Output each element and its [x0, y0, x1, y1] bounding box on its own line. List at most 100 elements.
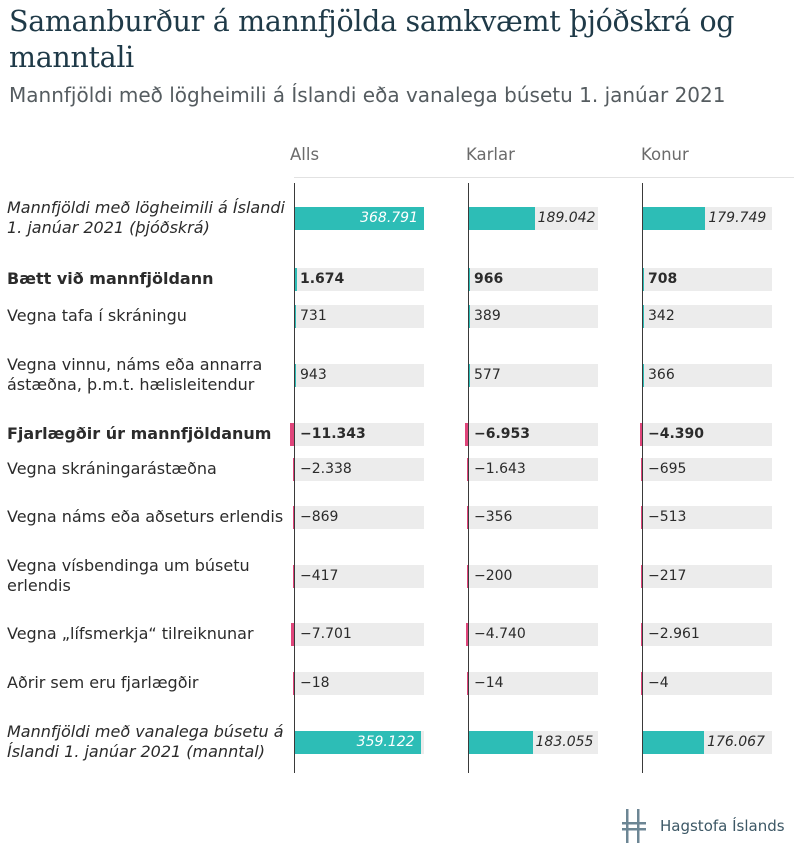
- row-label-4: Vegna vinnu, náms eða annarra ástæðna, þ…: [7, 355, 263, 394]
- hagstofa-logo-icon: [622, 809, 646, 843]
- value-label: −2.961: [648, 625, 700, 642]
- value-label: −200: [474, 567, 513, 584]
- column-header-2: Karlar: [466, 145, 515, 164]
- cell-bg: [468, 564, 598, 588]
- bar: [293, 671, 294, 695]
- bar: [640, 622, 642, 646]
- value-label: 389: [474, 307, 501, 324]
- value-label: −7.701: [300, 625, 352, 642]
- value-label: 359.122: [356, 733, 415, 750]
- bar: [468, 730, 533, 754]
- column-header-3: Konur: [641, 145, 689, 164]
- cell-bg: [294, 457, 424, 481]
- cell-bg: [468, 505, 598, 529]
- bar: [294, 206, 424, 230]
- value-label: 577: [474, 366, 501, 383]
- row-label-6: Vegna skráningarástæðna: [7, 459, 217, 478]
- cell-bg: [642, 267, 772, 291]
- column-axis-2: [468, 183, 469, 773]
- value-label: −4.740: [474, 625, 526, 642]
- value-label: 368.791: [360, 209, 418, 226]
- cell-bg: [642, 457, 772, 481]
- row-label-11: Mannfjöldi með vanalega búsetu á Íslandi…: [7, 722, 284, 761]
- cell-bg: [468, 422, 598, 446]
- column-header-1: Alls: [290, 145, 320, 164]
- cell-bg: [468, 622, 598, 646]
- cell-bg: [294, 363, 424, 387]
- bar: [289, 422, 294, 446]
- value-label: −4: [648, 674, 669, 691]
- cell-bg: [642, 505, 772, 529]
- row-label-2: Bætt við mannfjöldann: [7, 269, 214, 288]
- bar: [294, 730, 421, 754]
- bar: [641, 671, 642, 695]
- value-label: −695: [648, 460, 687, 477]
- row-label-1: Mannfjöldi með lögheimili á Íslandi 1. j…: [7, 198, 285, 237]
- value-label: 966: [474, 270, 504, 287]
- bar: [641, 564, 642, 588]
- bar: [641, 457, 642, 481]
- value-label: −14: [474, 674, 504, 691]
- bar: [642, 206, 706, 230]
- cell-bg: [468, 457, 598, 481]
- cell-bg: [642, 363, 772, 387]
- bar: [467, 671, 468, 695]
- value-label: 189.042: [537, 209, 596, 226]
- value-label: −4.390: [648, 425, 705, 442]
- bar: [290, 622, 294, 646]
- value-label: 943: [300, 366, 327, 383]
- logo-text: Hagstofa Íslands: [660, 817, 785, 835]
- value-label: 176.067: [707, 733, 765, 750]
- row-label-5: Fjarlægðir úr mannfjöldanum: [7, 424, 272, 443]
- row-label-9: Vegna „lífsmerkja“ tilreiknunar: [7, 624, 254, 643]
- bar: [293, 457, 294, 481]
- bar: [641, 505, 642, 529]
- row-label-10: Aðrir sem eru fjarlægðir: [7, 673, 199, 692]
- bar: [642, 730, 705, 754]
- bar: [467, 505, 468, 529]
- bar: [465, 422, 468, 446]
- bar: [468, 206, 535, 230]
- value-label: −1.643: [474, 460, 526, 477]
- cell-bg: [294, 267, 424, 291]
- value-label: 708: [648, 270, 678, 287]
- bar: [467, 457, 468, 481]
- cell-bg: [294, 422, 424, 446]
- value-label: 731: [300, 307, 327, 324]
- value-label: −6.953: [474, 425, 531, 442]
- value-label: −513: [648, 508, 687, 525]
- value-label: −217: [648, 567, 687, 584]
- cell-bg: [642, 304, 772, 328]
- cell-bg: [294, 564, 424, 588]
- value-label: 342: [648, 307, 675, 324]
- bar: [293, 505, 294, 529]
- cell-bg: [468, 267, 598, 291]
- chart-title: Samanburður á mannfjölda samkvæmt þjóðsk…: [9, 5, 735, 74]
- bar: [467, 564, 468, 588]
- value-label: 366: [648, 366, 675, 383]
- value-label: 179.749: [708, 209, 767, 226]
- cell-bg: [642, 422, 772, 446]
- value-label: 183.055: [535, 733, 594, 750]
- header-divider: [294, 177, 794, 178]
- column-axis-1: [294, 183, 295, 773]
- bar: [293, 564, 294, 588]
- value-label: −11.343: [300, 425, 366, 442]
- bar: [640, 422, 642, 446]
- cell-bg: [642, 671, 772, 695]
- bar: [466, 622, 468, 646]
- value-label: −2.338: [300, 460, 352, 477]
- chart-subtitle: Mannfjöldi með lögheimili á Íslandi eða …: [9, 83, 726, 107]
- cell-bg: [294, 622, 424, 646]
- cell-bg: [294, 505, 424, 529]
- value-label: −417: [300, 567, 339, 584]
- cell-bg: [468, 304, 598, 328]
- cell-bg: [294, 671, 424, 695]
- value-label: −356: [474, 508, 513, 525]
- value-label: −18: [300, 674, 330, 691]
- cell-bg: [642, 564, 772, 588]
- cell-bg: [468, 363, 598, 387]
- value-label: −869: [300, 508, 339, 525]
- value-label: 1.674: [300, 270, 345, 287]
- cell-bg: [468, 671, 598, 695]
